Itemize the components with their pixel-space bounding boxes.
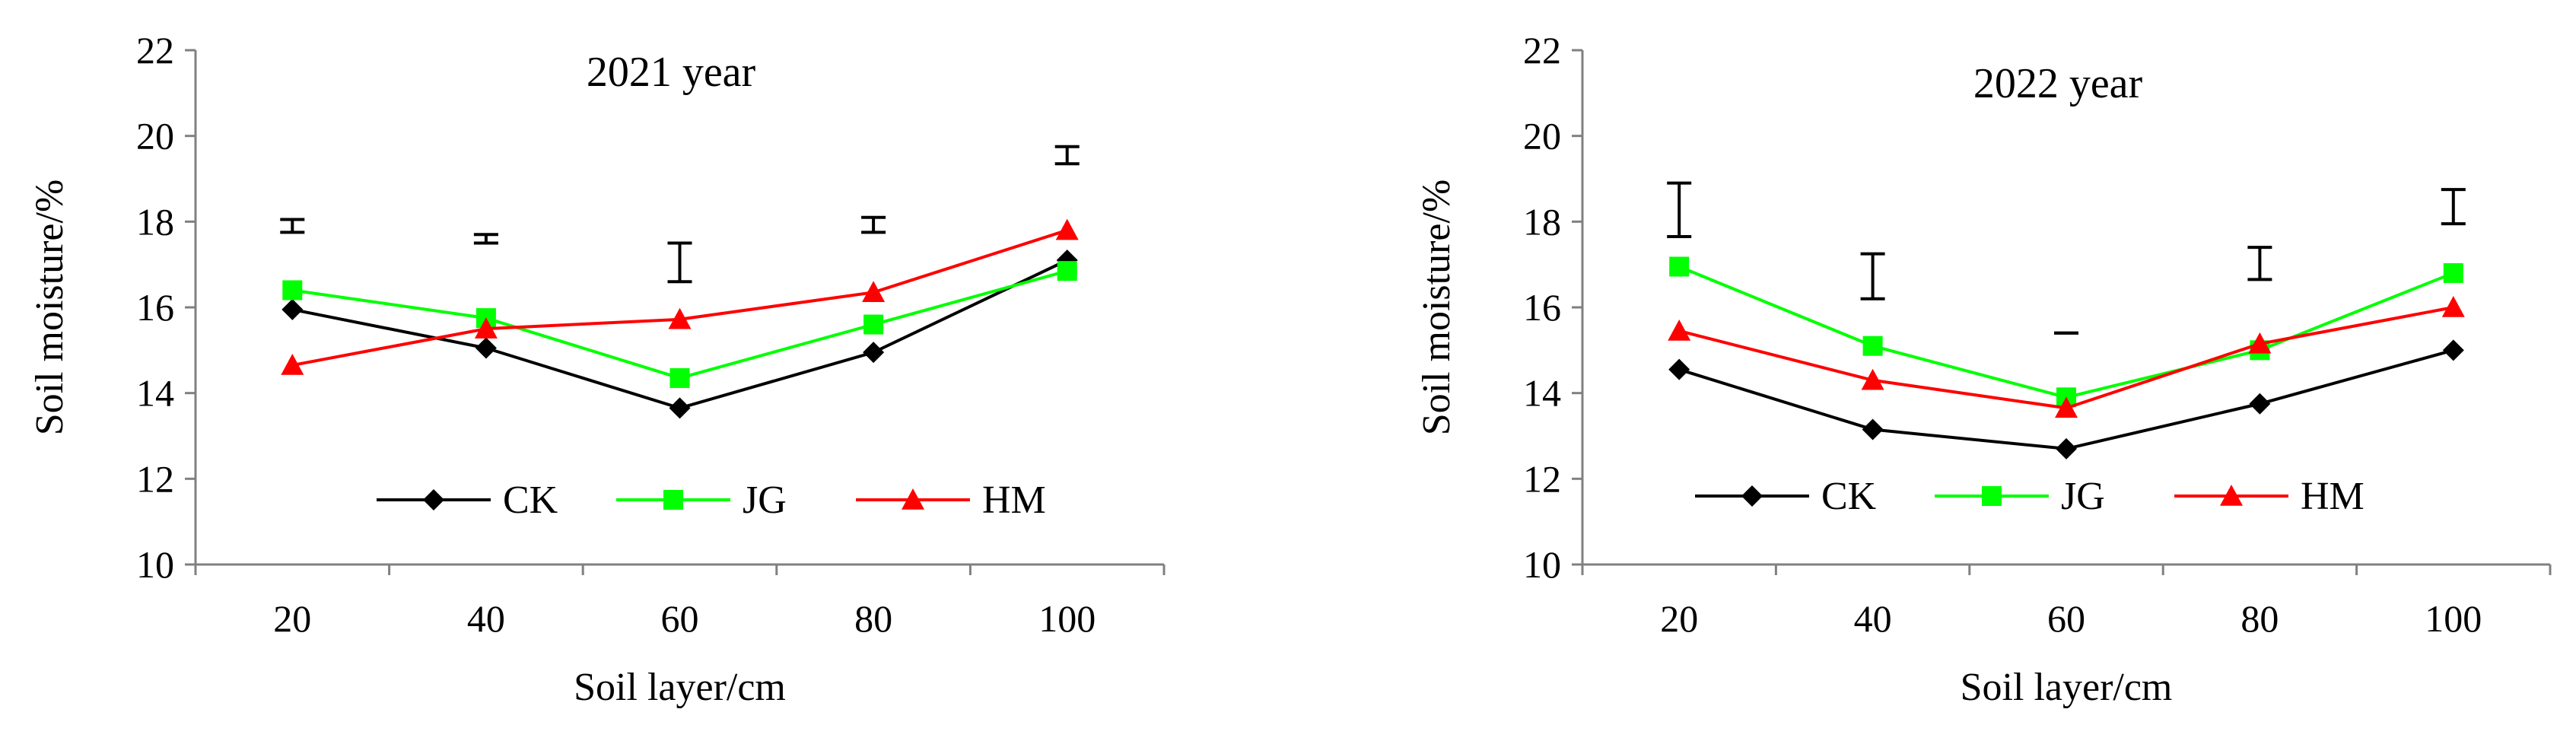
x-tick-label: 80 bbox=[854, 597, 892, 640]
data-point-hm bbox=[281, 354, 304, 375]
chart-title: 2021 year bbox=[587, 49, 756, 96]
legend-marker bbox=[1982, 486, 2002, 506]
data-point-ck bbox=[281, 298, 304, 320]
legend-label: JG bbox=[2061, 475, 2105, 518]
y-axis-label: Soil moisture/% bbox=[1415, 180, 1458, 436]
data-point-ck bbox=[863, 342, 885, 364]
data-point-hm bbox=[2055, 396, 2078, 418]
series-hm bbox=[281, 218, 1079, 375]
y-tick-label: 22 bbox=[1523, 29, 1561, 72]
data-point-hm bbox=[1055, 218, 1079, 240]
data-point-ck bbox=[2442, 339, 2464, 361]
legend-marker bbox=[1741, 485, 1763, 507]
y-tick-label: 12 bbox=[1523, 457, 1561, 500]
legend: CK JG HM bbox=[377, 479, 1046, 522]
legend-label: CK bbox=[503, 479, 558, 522]
data-point-jg bbox=[282, 280, 303, 301]
legend-label: HM bbox=[982, 479, 1046, 522]
data-point-hm bbox=[2248, 332, 2272, 354]
x-tick-label: 20 bbox=[273, 597, 311, 640]
y-tick-label: 12 bbox=[136, 457, 174, 500]
legend-item-hm: HM bbox=[2174, 475, 2365, 518]
chart-panel-1: 10 12 14 16 18 20 22 20 40 60 80 100 Soil layer/cm So… bbox=[28, 29, 1166, 709]
legend-label: CK bbox=[1821, 475, 1877, 518]
error-bar bbox=[1667, 181, 1692, 239]
x-tick-label: 80 bbox=[2240, 597, 2279, 640]
legend-marker bbox=[663, 490, 683, 510]
data-point-jg bbox=[1669, 256, 1690, 277]
data-point-ck bbox=[2249, 393, 2271, 415]
y-tick-label: 18 bbox=[136, 200, 174, 243]
chart-panel-2: 10 12 14 16 18 20 22 20 40 60 80 100 Soil layer/cm So… bbox=[1415, 29, 2552, 709]
y-tick-label: 22 bbox=[136, 29, 174, 72]
data-point-hm bbox=[1668, 319, 1691, 341]
data-point-ck bbox=[1668, 358, 1690, 380]
error-bar bbox=[1860, 252, 1885, 301]
y-tick-label: 16 bbox=[136, 286, 174, 329]
legend-label: HM bbox=[2301, 475, 2365, 518]
legend-marker bbox=[902, 488, 924, 510]
x-tick-label: 20 bbox=[1660, 597, 1698, 640]
data-point-jg bbox=[863, 314, 884, 335]
error-bar bbox=[280, 218, 305, 234]
error-bar bbox=[2247, 246, 2272, 281]
error-bar bbox=[473, 233, 498, 245]
legend-item-ck: CK bbox=[377, 479, 558, 522]
y-tick-label: 14 bbox=[136, 372, 174, 415]
x-axis-label: Soil layer/cm bbox=[1961, 666, 2173, 709]
x-tick-label: 100 bbox=[2425, 597, 2482, 640]
y-tick-label: 10 bbox=[1523, 543, 1561, 586]
y-axis-label: Soil moisture/% bbox=[28, 180, 72, 436]
data-point-jg bbox=[2443, 262, 2463, 283]
data-point-jg bbox=[1862, 336, 1883, 356]
y-tick-label: 10 bbox=[136, 543, 174, 586]
x-tick-label: 40 bbox=[467, 597, 505, 640]
error-bar bbox=[2441, 188, 2466, 226]
x-tick-label: 100 bbox=[1038, 597, 1096, 640]
data-point-ck bbox=[2056, 437, 2077, 460]
legend-item-jg: JG bbox=[1935, 475, 2105, 518]
data-point-ck bbox=[669, 397, 691, 419]
legend-item-hm: HM bbox=[856, 479, 1046, 522]
data-point-hm bbox=[668, 307, 692, 329]
data-point-ck bbox=[475, 337, 497, 359]
series-ck bbox=[1668, 339, 2464, 460]
y-tick-label: 14 bbox=[1523, 372, 1561, 415]
legend-marker bbox=[2220, 485, 2243, 506]
y-tick-label: 20 bbox=[136, 115, 174, 157]
data-point-ck bbox=[1862, 418, 1884, 440]
data-point-hm bbox=[474, 317, 498, 339]
legend: CK JG HM bbox=[1695, 475, 2365, 518]
x-tick-label: 60 bbox=[2047, 597, 2085, 640]
legend-item-ck: CK bbox=[1695, 475, 1877, 518]
chart-title: 2022 year bbox=[1973, 60, 2143, 107]
y-tick-label: 20 bbox=[1523, 115, 1561, 157]
data-point-jg bbox=[1057, 261, 1077, 281]
data-point-hm bbox=[862, 281, 886, 303]
x-tick-label: 40 bbox=[1854, 597, 1892, 640]
x-axis-label: Soil layer/cm bbox=[574, 666, 786, 709]
x-tick-label: 60 bbox=[661, 597, 699, 640]
y-tick-label: 18 bbox=[1523, 200, 1561, 243]
data-point-hm bbox=[2441, 296, 2465, 317]
legend-marker bbox=[423, 489, 444, 510]
y-tick-label: 16 bbox=[1523, 286, 1561, 329]
data-point-hm bbox=[1861, 368, 1884, 390]
error-bar bbox=[861, 215, 886, 234]
error-bar bbox=[667, 241, 692, 284]
series-hm bbox=[1668, 296, 2465, 418]
legend-label: JG bbox=[743, 479, 787, 522]
error-bar bbox=[1054, 145, 1080, 166]
data-point-jg bbox=[669, 367, 690, 388]
legend-item-jg: JG bbox=[616, 479, 787, 522]
